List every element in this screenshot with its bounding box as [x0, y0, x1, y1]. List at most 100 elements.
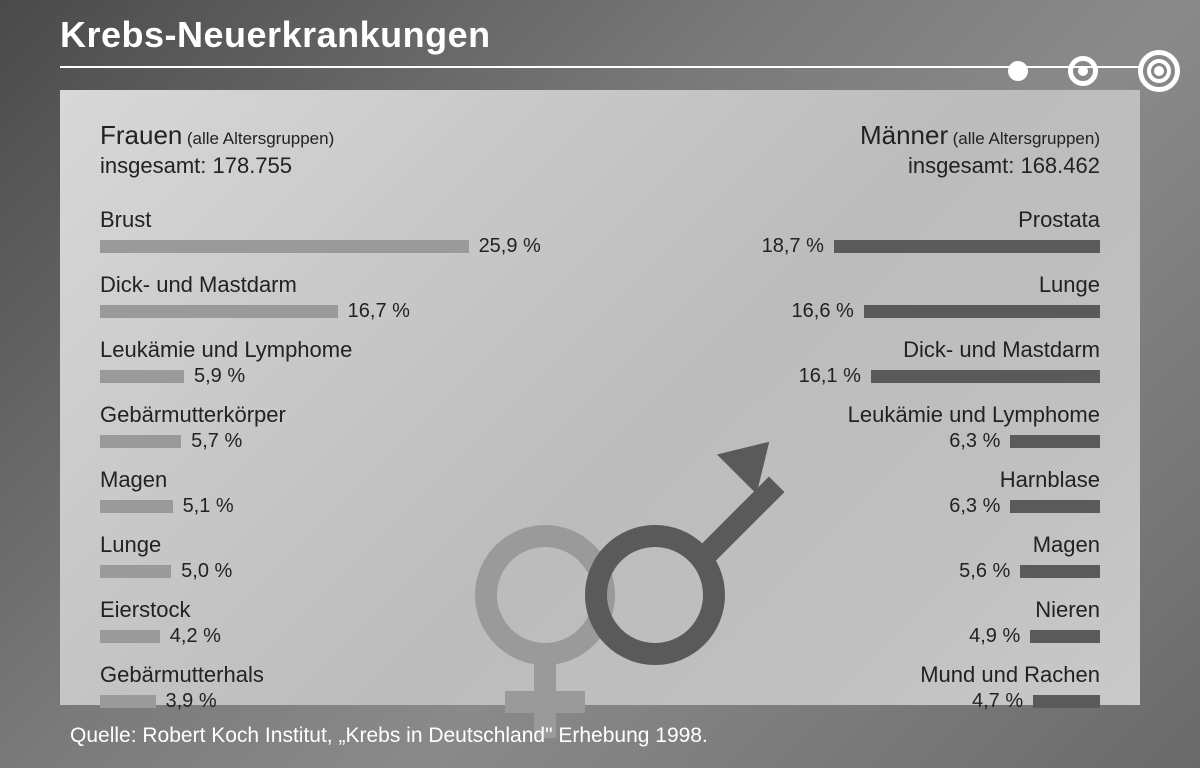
dot-ring-double-icon — [1138, 50, 1180, 92]
bar-row: Dick- und Mastdarm16,7 % — [100, 272, 560, 323]
bar-label: Lunge — [100, 532, 560, 558]
bar — [100, 630, 160, 643]
bar-value: 6,3 % — [949, 495, 1000, 518]
bar-label: Leukämie und Lymphome — [100, 337, 560, 363]
header-dots — [1008, 50, 1180, 92]
bar — [871, 370, 1100, 383]
bar — [100, 435, 181, 448]
bar-value: 16,6 % — [792, 300, 854, 323]
bar-row: Dick- und Mastdarm16,1 % — [762, 337, 1100, 388]
bar-label: Magen — [100, 467, 560, 493]
bar-line: 4,9 % — [762, 625, 1100, 648]
bar-label: Gebärmutterkörper — [100, 402, 560, 428]
bar-row: Lunge5,0 % — [100, 532, 560, 583]
bar-value: 16,7 % — [348, 300, 410, 323]
bar-label: Gebärmutterhals — [100, 662, 560, 688]
dot-ring-icon — [1068, 56, 1098, 86]
bar-value: 4,9 % — [969, 625, 1020, 648]
dot-ring-center-icon — [1078, 66, 1088, 76]
men-rows: Prostata18,7 % Lunge16,6 % Dick- und Mastd… — [762, 207, 1100, 713]
bar-value: 4,2 % — [170, 625, 221, 648]
bar-value: 18,7 % — [762, 235, 824, 258]
women-rows: Brust25,9 % Dick- und Mastdarm16,7 % Leukä… — [100, 207, 560, 713]
bar-value: 5,7 % — [191, 430, 242, 453]
bar-value: 5,9 % — [194, 365, 245, 388]
bar-label: Nieren — [762, 597, 1100, 623]
bar-row: Gebärmutterhals3,9 % — [100, 662, 560, 713]
bar — [100, 565, 171, 578]
bar-value: 5,1 % — [183, 495, 234, 518]
bar-line: 6,3 % — [762, 495, 1100, 518]
bar-label: Prostata — [762, 207, 1100, 233]
dot-solid-icon — [1008, 61, 1028, 81]
page-root: Krebs-Neuerkrankungen — [0, 0, 1200, 768]
bar — [1033, 695, 1100, 708]
bar-label: Dick- und Mastdarm — [100, 272, 560, 298]
bar-label: Magen — [762, 532, 1100, 558]
bar-label: Brust — [100, 207, 560, 233]
bar-line: 5,0 % — [100, 560, 560, 583]
bar-value: 5,0 % — [181, 560, 232, 583]
men-subheading: (alle Altersgruppen) — [953, 129, 1100, 148]
bar-line: 18,7 % — [762, 235, 1100, 258]
bar — [834, 240, 1100, 253]
bar-line: 6,3 % — [762, 430, 1100, 453]
bar — [864, 305, 1100, 318]
men-total: insgesamt: 168.462 — [860, 153, 1100, 179]
bar — [100, 240, 469, 253]
dot-ring-double-mid-icon — [1147, 59, 1171, 83]
men-heading: Männer — [860, 120, 948, 150]
bar-value: 5,6 % — [959, 560, 1010, 583]
bar-line: 5,9 % — [100, 365, 560, 388]
bar-line: 4,2 % — [100, 625, 560, 648]
bar-row: Eierstock4,2 % — [100, 597, 560, 648]
bar — [1010, 500, 1100, 513]
bar-line: 16,1 % — [762, 365, 1100, 388]
bar — [1020, 565, 1100, 578]
bar-value: 3,9 % — [166, 690, 217, 713]
bar-value: 16,1 % — [799, 365, 861, 388]
bar-row: Gebärmutterkörper5,7 % — [100, 402, 560, 453]
bar-row: Lunge16,6 % — [762, 272, 1100, 323]
bar-row: Brust25,9 % — [100, 207, 560, 258]
bar-row: Mund und Rachen4,7 % — [762, 662, 1100, 713]
bar-row: Leukämie und Lymphome6,3 % — [762, 402, 1100, 453]
bar-line: 5,1 % — [100, 495, 560, 518]
content-panel: Frauen (alle Altersgruppen) insgesamt: 1… — [60, 90, 1140, 705]
bar-row: Prostata18,7 % — [762, 207, 1100, 258]
bar — [100, 500, 173, 513]
bar-row: Magen5,6 % — [762, 532, 1100, 583]
bar-value: 4,7 % — [972, 690, 1023, 713]
bar — [1030, 630, 1100, 643]
bar-line: 4,7 % — [762, 690, 1100, 713]
bar-row: Nieren4,9 % — [762, 597, 1100, 648]
header-rule — [60, 66, 1140, 68]
bar-line: 5,7 % — [100, 430, 560, 453]
women-column: Frauen (alle Altersgruppen) insgesamt: 1… — [100, 120, 560, 685]
bar — [100, 695, 156, 708]
bar-label: Lunge — [762, 272, 1100, 298]
women-total: insgesamt: 178.755 — [100, 153, 560, 179]
bar-row: Leukämie und Lymphome5,9 % — [100, 337, 560, 388]
page-title: Krebs-Neuerkrankungen — [60, 14, 491, 56]
men-column: Männer (alle Altersgruppen) insgesamt: 1… — [640, 120, 1100, 685]
bar-label: Eierstock — [100, 597, 560, 623]
bar-line: 5,6 % — [762, 560, 1100, 583]
bar-label: Mund und Rachen — [762, 662, 1100, 688]
dot-ring-double-center-icon — [1154, 66, 1164, 76]
bar-value: 25,9 % — [479, 235, 541, 258]
bar-line: 16,6 % — [762, 300, 1100, 323]
women-subheading: (alle Altersgruppen) — [187, 129, 334, 148]
women-heading: Frauen — [100, 120, 182, 150]
bar-row: Magen5,1 % — [100, 467, 560, 518]
women-header: Frauen (alle Altersgruppen) insgesamt: 1… — [100, 120, 560, 179]
bar-line: 3,9 % — [100, 690, 560, 713]
source-citation: Quelle: Robert Koch Institut, „Krebs in … — [70, 724, 708, 748]
bar-line: 25,9 % — [100, 235, 560, 258]
bar — [1010, 435, 1100, 448]
bar-value: 6,3 % — [949, 430, 1000, 453]
bar-label: Leukämie und Lymphome — [762, 402, 1100, 428]
bar-label: Harnblase — [762, 467, 1100, 493]
bar-row: Harnblase6,3 % — [762, 467, 1100, 518]
men-header: Männer (alle Altersgruppen) insgesamt: 1… — [860, 120, 1100, 179]
